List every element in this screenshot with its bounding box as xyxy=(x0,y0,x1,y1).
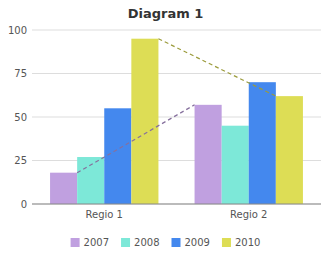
legend-swatch xyxy=(172,238,181,247)
legend-label: 2008 xyxy=(134,237,159,248)
legend: 2007 2008 2009 2010 xyxy=(71,237,261,248)
x-tick-label: Regio 1 xyxy=(86,209,123,220)
x-tick-label: Regio 2 xyxy=(230,209,267,220)
legend-swatch xyxy=(121,238,130,247)
bar xyxy=(276,96,303,204)
y-tick-label: 25 xyxy=(14,155,27,166)
title: Diagram 1 xyxy=(128,6,204,21)
chart: Diagram 10255075100Regio 1Regio 22007200… xyxy=(0,0,331,262)
grid-line xyxy=(32,73,321,74)
y-tick-label: 50 xyxy=(14,112,27,123)
legend-item: 2008 xyxy=(121,237,159,248)
legend-item: 2009 xyxy=(172,237,210,248)
grid-line xyxy=(32,204,321,205)
legend-label: 2009 xyxy=(185,237,210,248)
x-axis-line xyxy=(32,204,321,205)
legend-swatch xyxy=(222,238,231,247)
legend-item: 2007 xyxy=(71,237,109,248)
y-tick-label: 100 xyxy=(8,25,27,36)
y-tick-label: 0 xyxy=(21,199,27,210)
legend-label: 2010 xyxy=(235,237,260,248)
bar xyxy=(131,39,158,204)
connector-line xyxy=(77,105,194,173)
legend-swatch xyxy=(71,238,80,247)
bar xyxy=(50,173,77,204)
y-tick-label: 75 xyxy=(14,68,27,79)
grid-line xyxy=(32,30,321,31)
bar xyxy=(195,105,222,204)
legend-label: 2007 xyxy=(84,237,109,248)
legend-item: 2010 xyxy=(222,237,260,248)
bar xyxy=(77,157,104,204)
plot-area xyxy=(50,39,303,204)
bar xyxy=(104,108,131,204)
connector-line xyxy=(158,39,275,96)
bar xyxy=(249,82,276,204)
bar xyxy=(222,126,249,204)
